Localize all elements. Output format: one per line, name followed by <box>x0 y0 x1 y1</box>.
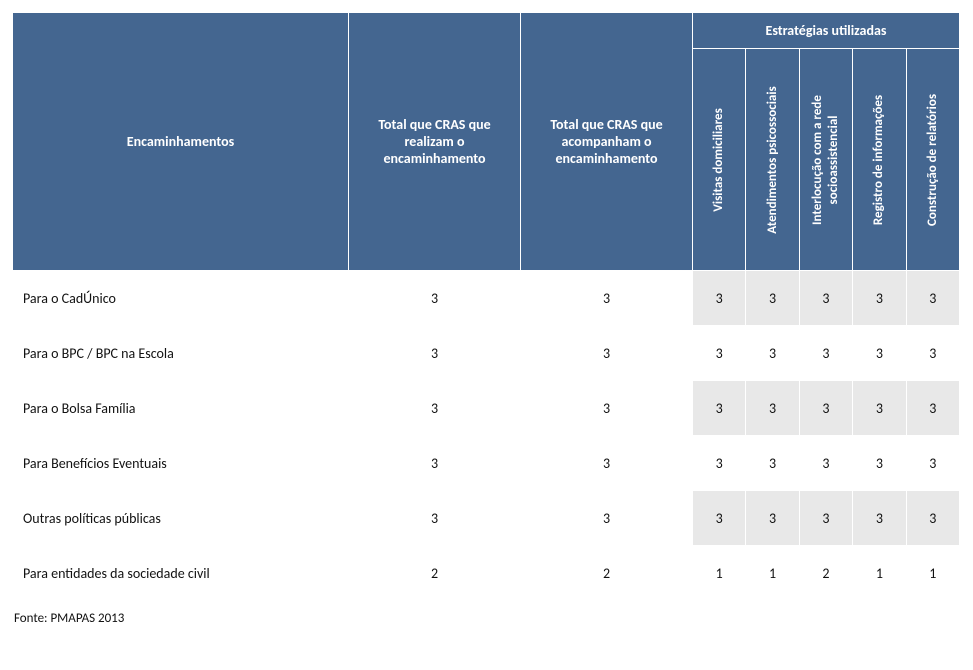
cell-estrategia: 3 <box>693 381 746 436</box>
cell-estrategia: 2 <box>799 546 852 601</box>
cell-estrategia: 3 <box>799 436 852 491</box>
col-header-total-acompanham: Total que CRAS que acompanham o encaminh… <box>521 13 693 271</box>
encaminhamentos-table: Encaminhamentos Total que CRAS que reali… <box>12 12 960 601</box>
cell-acompanham: 3 <box>521 326 693 381</box>
cell-acompanham: 3 <box>521 381 693 436</box>
cell-estrategia: 3 <box>853 436 906 491</box>
col-header-estrategia-1: Atendimentos psicossociais <box>746 49 799 271</box>
col-header-estrategia-3: Registro de informações <box>853 49 906 271</box>
cell-estrategia: 3 <box>693 436 746 491</box>
row-label: Para Benefícios Eventuais <box>13 436 349 491</box>
cell-estrategia: 3 <box>906 381 959 436</box>
cell-realizam: 3 <box>349 381 521 436</box>
table-row: Para o Bolsa Família3333333 <box>13 381 960 436</box>
cell-realizam: 3 <box>349 326 521 381</box>
row-label: Para o BPC / BPC na Escola <box>13 326 349 381</box>
source-line: Fonte: PMAPAS 2013 <box>12 611 961 626</box>
row-label: Para entidades da sociedade civil <box>13 546 349 601</box>
cell-realizam: 3 <box>349 491 521 546</box>
cell-estrategia: 1 <box>906 546 959 601</box>
rotated-label: Registro de informações <box>871 94 887 224</box>
cell-estrategia: 3 <box>746 491 799 546</box>
col-header-estrategia-0: Visitas domiciliares <box>693 49 746 271</box>
cell-estrategia: 3 <box>746 271 799 326</box>
cell-realizam: 3 <box>349 436 521 491</box>
cell-estrategia: 1 <box>746 546 799 601</box>
table-row: Outras políticas públicas3333333 <box>13 491 960 546</box>
cell-estrategia: 3 <box>906 491 959 546</box>
table-row: Para o BPC / BPC na Escola3333333 <box>13 326 960 381</box>
cell-acompanham: 2 <box>521 546 693 601</box>
cell-realizam: 3 <box>349 271 521 326</box>
cell-estrategia: 3 <box>799 326 852 381</box>
cell-estrategia: 3 <box>853 491 906 546</box>
row-label: Para o Bolsa Família <box>13 381 349 436</box>
table-body: Para o CadÚnico3333333Para o BPC / BPC n… <box>13 271 960 601</box>
cell-estrategia: 3 <box>906 271 959 326</box>
col-header-encaminhamentos: Encaminhamentos <box>13 13 349 271</box>
cell-estrategia: 3 <box>746 381 799 436</box>
cell-estrategia: 3 <box>746 326 799 381</box>
cell-realizam: 2 <box>349 546 521 601</box>
rotated-label: Interlocução com a rede socioassistencia… <box>810 60 843 260</box>
cell-acompanham: 3 <box>521 491 693 546</box>
cell-estrategia: 3 <box>853 381 906 436</box>
cell-estrategia: 3 <box>906 436 959 491</box>
cell-estrategia: 3 <box>853 326 906 381</box>
cell-estrategia: 3 <box>693 271 746 326</box>
cell-estrategia: 3 <box>799 271 852 326</box>
cell-estrategia: 3 <box>746 436 799 491</box>
col-header-estrategia-4: Construção de relatórios <box>906 49 959 271</box>
cell-estrategia: 3 <box>799 491 852 546</box>
cell-estrategia: 3 <box>799 381 852 436</box>
cell-acompanham: 3 <box>521 436 693 491</box>
cell-estrategia: 3 <box>693 491 746 546</box>
rotated-label: Atendimentos psicossociais <box>764 60 780 260</box>
row-label: Para o CadÚnico <box>13 271 349 326</box>
table-row: Para entidades da sociedade civil2211211 <box>13 546 960 601</box>
cell-estrategia: 3 <box>906 326 959 381</box>
col-header-estrategia-2: Interlocução com a rede socioassistencia… <box>799 49 852 271</box>
col-header-total-realizam: Total que CRAS que realizam o encaminham… <box>349 13 521 271</box>
col-header-estrategias-group: Estratégias utilizadas <box>693 13 960 49</box>
cell-estrategia: 3 <box>693 326 746 381</box>
table-row: Para o CadÚnico3333333 <box>13 271 960 326</box>
cell-estrategia: 1 <box>693 546 746 601</box>
cell-acompanham: 3 <box>521 271 693 326</box>
rotated-label: Construção de relatórios <box>925 93 941 225</box>
cell-estrategia: 3 <box>853 271 906 326</box>
row-label: Outras políticas públicas <box>13 491 349 546</box>
table-row: Para Benefícios Eventuais3333333 <box>13 436 960 491</box>
cell-estrategia: 1 <box>853 546 906 601</box>
rotated-label: Visitas domiciliares <box>711 108 727 212</box>
